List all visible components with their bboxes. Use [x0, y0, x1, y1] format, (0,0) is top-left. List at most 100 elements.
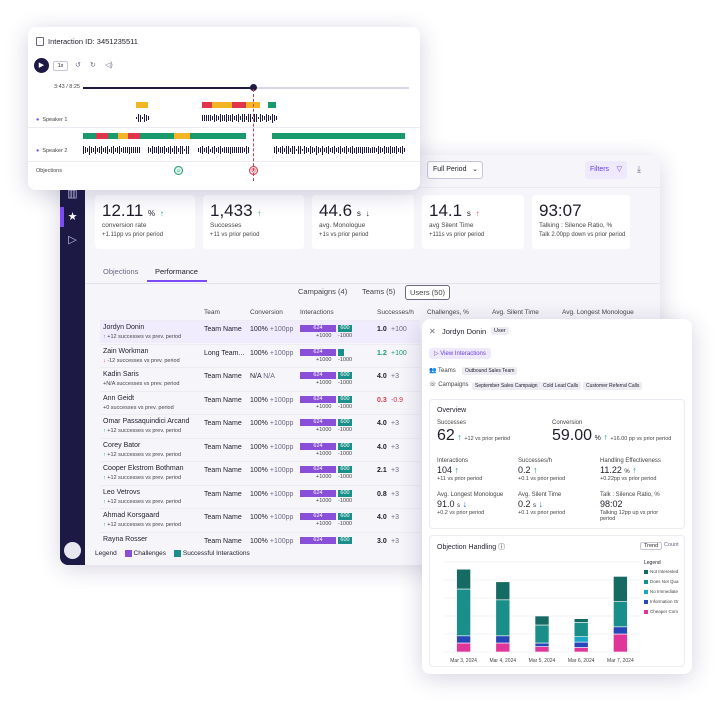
metric-value: 91.0	[437, 499, 455, 509]
user-name[interactable]: Leo Vetrovs	[103, 488, 140, 496]
tab-performance[interactable]: Performance	[155, 267, 198, 276]
waveform-bar	[228, 115, 229, 121]
waveform-bar	[230, 146, 231, 154]
table-row[interactable]: Ann Geidt +0 successes vs prev. period Te…	[100, 390, 420, 414]
bar-segment[interactable]	[573, 641, 589, 648]
user-name[interactable]: Ahmad Korsgaard	[103, 512, 160, 519]
table-row[interactable]: Ahmad Korsgaard ↑ +12 successes vs prev. …	[100, 508, 420, 531]
volume-icon[interactable]: ◁)	[105, 62, 113, 69]
table-row[interactable]: Corey Bator ↑ +12 successes vs prev. peri…	[100, 437, 420, 461]
bar-segment[interactable]	[456, 642, 471, 653]
user-name[interactable]: Ann Geidt	[103, 394, 135, 402]
bar-segment[interactable]	[613, 601, 628, 628]
chart-legend-item: Cheaper Com	[644, 609, 678, 614]
download-icon[interactable]: ⤓	[637, 164, 641, 174]
table-row[interactable]: Kadin Saris +N/A successes vs prev. peri…	[100, 367, 420, 390]
play-icon[interactable]: ▷	[68, 234, 77, 246]
metric-delta: +0.22pp vs prior period	[600, 476, 657, 482]
forward-icon[interactable]: ↻	[90, 62, 96, 69]
campaign-chip[interactable]: Cold Lead Calls	[540, 382, 582, 390]
user-name[interactable]: Kadin Saris	[103, 371, 139, 378]
speaker1-segment	[202, 102, 212, 108]
bar-segment[interactable]	[573, 618, 589, 623]
play-button[interactable]: ▶	[34, 58, 49, 73]
period-select[interactable]: Full Period ⌄	[427, 161, 483, 179]
bar-segment[interactable]	[495, 642, 511, 653]
close-icon[interactable]: ✕	[429, 327, 436, 336]
col-silent-time[interactable]: Avg. Silent Time	[492, 309, 539, 316]
col-interactions[interactable]: Interactions	[300, 309, 334, 316]
bar-segment[interactable]	[495, 581, 511, 601]
user-name[interactable]: Cooper Ekstrom Bothman	[103, 465, 184, 472]
trend-toggle[interactable]: Trend	[640, 542, 663, 550]
bar-segment[interactable]	[573, 647, 589, 653]
table-row[interactable]: Jordyn Donin ↑ +12 successes vs prev. per…	[100, 320, 420, 343]
timeline-handle[interactable]	[249, 84, 257, 91]
rewind-icon[interactable]: ↺	[75, 62, 81, 69]
chart-icon[interactable]: ▥	[67, 188, 78, 200]
kpi-value-line: 44.6 s ↓	[319, 201, 407, 221]
row-delta-text: +12 successes vs prev. period	[107, 451, 182, 458]
col-longest-monologue[interactable]: Avg. Longest Monologue	[562, 309, 634, 316]
metric-delta: +0.1 vs prior period	[518, 476, 566, 482]
table-row[interactable]: Leo Vetrovs ↑ +12 successes vs prev. peri…	[100, 484, 420, 508]
col-successes[interactable]: Successes/h	[377, 309, 414, 316]
conversion-value: 100%	[250, 490, 268, 498]
segment-teams[interactable]: Teams (5)	[362, 287, 396, 296]
segment-campaigns[interactable]: Campaigns (4)	[298, 287, 348, 296]
waveform-bar	[384, 146, 385, 154]
count-toggle[interactable]: Count	[664, 542, 679, 548]
tab-objections[interactable]: Objections	[103, 267, 139, 276]
bar-segment[interactable]	[613, 626, 628, 635]
kpi-value: 14.1	[429, 201, 463, 220]
team-chip[interactable]: Outbound Sales Team	[462, 367, 518, 375]
bar-segment[interactable]	[534, 624, 550, 644]
bar-segment[interactable]	[613, 576, 628, 602]
bar-segment[interactable]	[456, 568, 471, 590]
user-name[interactable]: Corey Bator	[103, 441, 141, 449]
user-name[interactable]: Zain Workman	[103, 347, 149, 355]
bar-segment[interactable]	[456, 635, 471, 644]
filters-button[interactable]: Filters ▽	[585, 161, 627, 179]
bar-segment[interactable]	[534, 646, 550, 653]
objection-handled-marker[interactable]: ☺	[174, 166, 183, 175]
view-interactions-button[interactable]: ▷ View Interactions	[429, 348, 491, 359]
bar-segment[interactable]	[495, 635, 511, 644]
successful-delta: -1000	[338, 333, 353, 339]
user-name[interactable]: Rayna Rosser	[103, 535, 148, 543]
kpi-value-line: 14.1 s ↑	[429, 201, 517, 221]
waveform-bar	[316, 145, 317, 155]
col-team[interactable]: Team	[204, 309, 220, 316]
chart-legend-swatch	[644, 569, 648, 574]
star-icon[interactable]: ★	[67, 211, 78, 223]
successful-bar: 600	[338, 513, 352, 520]
campaign-chip[interactable]: September Sales Campaign	[472, 382, 541, 390]
col-conversion[interactable]: Conversion	[250, 309, 283, 316]
user-badge: User	[491, 327, 509, 335]
bar-segment[interactable]	[534, 615, 550, 626]
campaign-chip[interactable]: Customer Referral Calls	[583, 382, 643, 390]
avatar[interactable]	[64, 542, 81, 559]
table-row[interactable]: Zain Workman ↓ -12 successes vs prev. per…	[100, 343, 420, 367]
bar-segment[interactable]	[534, 642, 550, 647]
segment-users[interactable]: Users (50)	[405, 285, 451, 300]
table-row[interactable]: Rayna Rosser Team Name 100% +100pp 624 600 3…	[100, 531, 420, 555]
user-name[interactable]: Omar Passaquindici Arcand	[103, 418, 190, 425]
bar-segment[interactable]	[573, 636, 589, 643]
metric-value: 0.2	[518, 499, 531, 509]
bar-segment[interactable]	[573, 622, 589, 638]
challenges-delta: +1000	[316, 497, 332, 504]
user-name[interactable]: Jordyn Donin	[103, 324, 145, 331]
speed-select[interactable]: 1x	[53, 61, 68, 71]
table-row[interactable]: Cooper Ekstrom Bothman ↑ +12 successes vs…	[100, 461, 420, 484]
bar-segment[interactable]	[456, 588, 471, 637]
waveform-bar	[382, 147, 383, 153]
bar-segment[interactable]	[613, 633, 628, 653]
table-row[interactable]: Omar Passaquindici Arcand ↑ +12 successes…	[100, 414, 420, 437]
bar-segment[interactable]	[495, 599, 511, 637]
user-detail-panel: ✕ Jordyn Donin User ▷ View Interactions …	[422, 319, 692, 674]
speaker2-segment	[128, 133, 140, 139]
col-challenges[interactable]: Challenges, %	[427, 309, 469, 316]
waveform-bar	[242, 146, 243, 154]
kpi-label: Successes	[210, 222, 242, 229]
